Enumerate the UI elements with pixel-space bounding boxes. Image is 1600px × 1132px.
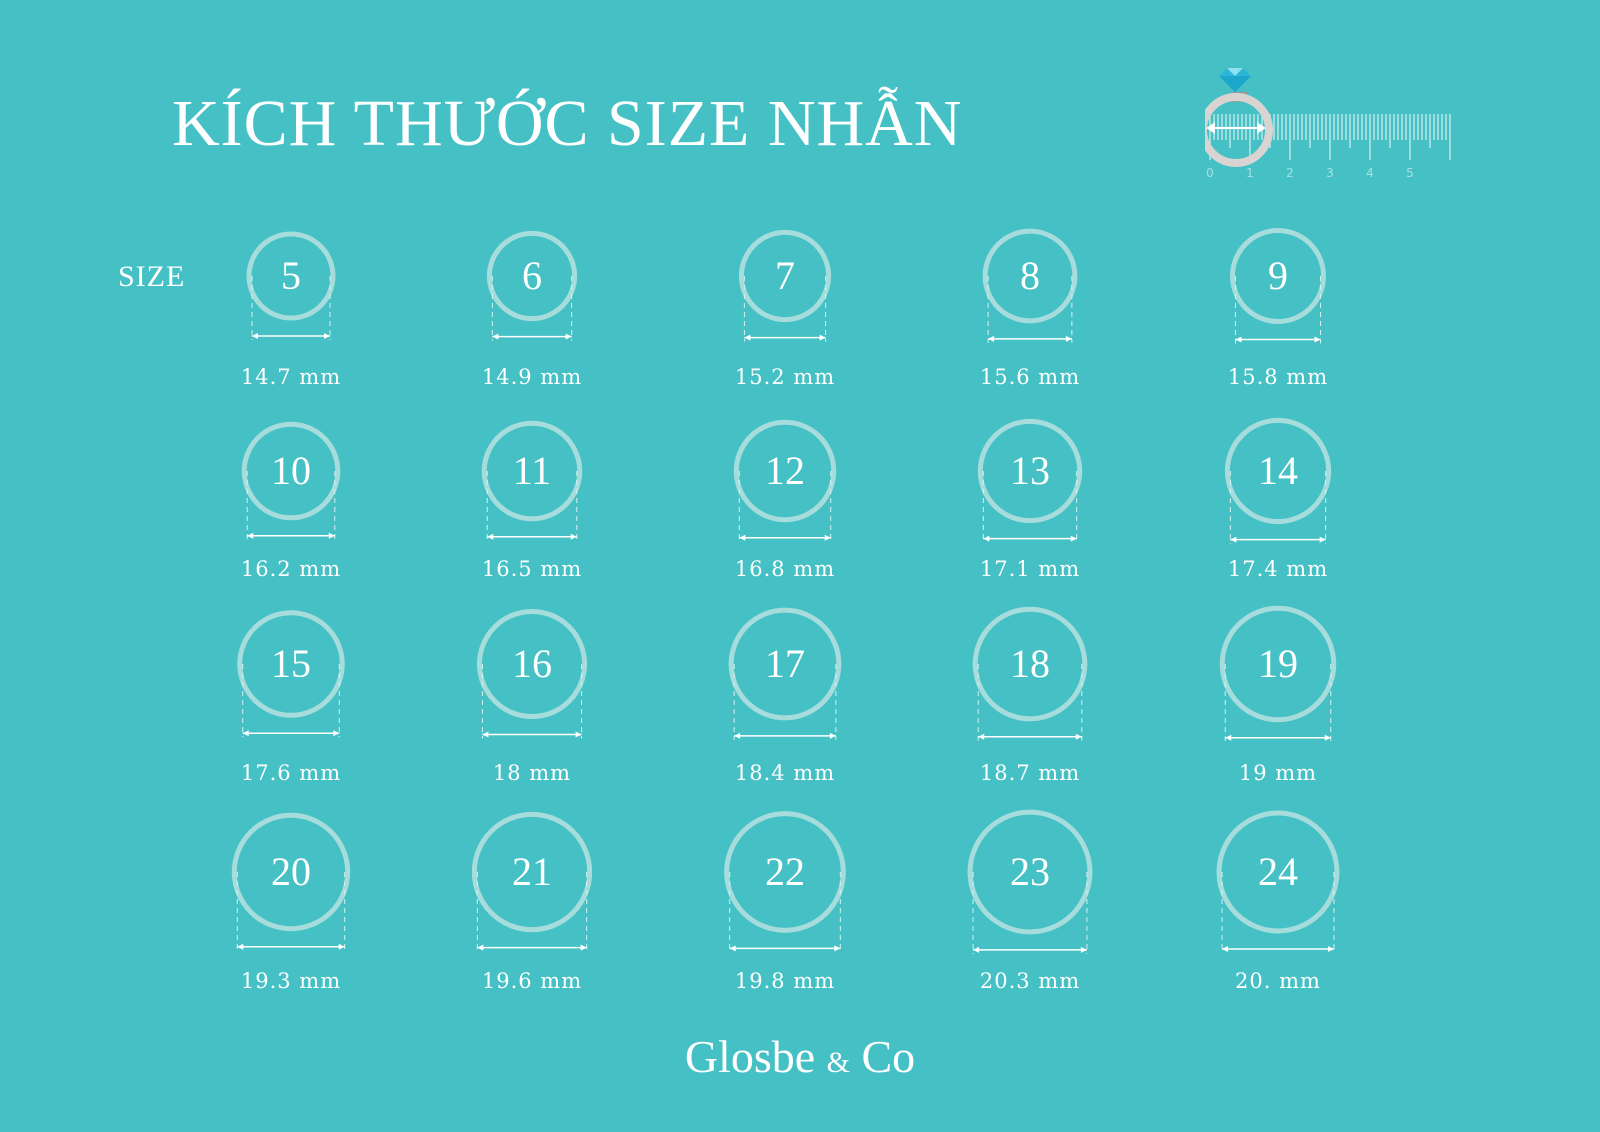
diameter-label: 19.6 mm — [482, 969, 582, 993]
size-number: 22 — [765, 849, 805, 894]
diameter-label: 14.9 mm — [482, 365, 582, 389]
size-number: 21 — [512, 849, 552, 894]
ring-circle — [241, 421, 341, 521]
ring-size-22: 22 19.8 mm — [724, 811, 846, 993]
diameter-label: 18 mm — [493, 761, 571, 785]
size-number: 13 — [1010, 448, 1050, 493]
ring-band-icon — [1205, 93, 1273, 167]
size-number: 8 — [1020, 253, 1040, 298]
diameter-label: 15.2 mm — [735, 365, 835, 389]
ring-circle — [724, 811, 846, 933]
diameter-label: 16.2 mm — [241, 557, 341, 581]
size-number: 19 — [1258, 641, 1298, 686]
ring-size-6: 6 14.9 mm — [482, 230, 582, 389]
size-number: 9 — [1268, 253, 1288, 298]
ring-ruler-icon: 0 1 2 3 4 5 — [1205, 68, 1451, 180]
size-label: SIZE — [118, 260, 186, 293]
diameter-label: 17.1 mm — [980, 557, 1080, 581]
diameter-label: 16.5 mm — [482, 557, 582, 581]
diameter-label: 20.3 mm — [980, 969, 1080, 993]
ring-circle — [967, 809, 1093, 935]
ring-size-15: 15 17.6 mm — [237, 610, 345, 785]
ring-size-13: 13 17.1 mm — [977, 418, 1083, 581]
diameter-label: 19.8 mm — [735, 969, 835, 993]
brand-suffix: Co — [861, 1031, 916, 1082]
ring-circle — [982, 228, 1078, 324]
ruler-label: 3 — [1326, 166, 1334, 180]
ring-size-20: 20 19.3 mm — [231, 812, 351, 993]
ring-size-12: 12 16.8 mm — [733, 419, 837, 581]
ring-size-7: 7 15.2 mm — [735, 229, 835, 389]
width-arrow-icon — [1206, 122, 1266, 134]
ring-size-5: 5 14.7 mm — [241, 231, 341, 389]
page-title: KÍCH THƯỚC SIZE NHẪN — [172, 87, 963, 160]
ring-circle — [481, 420, 583, 522]
ring-circle — [733, 419, 837, 523]
size-number: 15 — [271, 641, 311, 686]
diameter-label: 14.7 mm — [241, 365, 341, 389]
size-number: 20 — [271, 849, 311, 894]
ring-size-14: 14 17.4 mm — [1224, 417, 1332, 581]
ring-size-8: 8 15.6 mm — [980, 228, 1080, 389]
ring-size-10: 10 16.2 mm — [241, 421, 341, 581]
diameter-label: 18.4 mm — [735, 761, 835, 785]
diameter-label: 17.6 mm — [241, 761, 341, 785]
size-number: 7 — [775, 253, 795, 298]
ring-circle — [972, 606, 1088, 722]
size-number: 14 — [1258, 448, 1298, 493]
size-number: 23 — [1010, 849, 1050, 894]
size-number: 6 — [522, 253, 542, 298]
ring-circle — [471, 811, 593, 933]
ring-circle — [1219, 605, 1337, 723]
ring-circle — [1224, 417, 1332, 525]
ring-size-19: 19 19 mm — [1219, 605, 1337, 785]
ring-circle — [1229, 227, 1327, 325]
size-number: 16 — [512, 641, 552, 686]
ring-circle — [237, 610, 345, 718]
brand-name: Glosbe — [684, 1031, 816, 1082]
brand-ampersand: & — [826, 1046, 850, 1079]
ring-circle — [476, 608, 588, 720]
diameter-label: 17.4 mm — [1228, 557, 1328, 581]
ring-circle — [246, 231, 336, 321]
ruler-label: 5 — [1406, 166, 1414, 180]
ring-circle — [231, 812, 351, 932]
ruler-label: 2 — [1286, 166, 1294, 180]
size-number: 5 — [281, 253, 301, 298]
ring-circle — [1216, 810, 1340, 934]
diameter-label: 20. mm — [1235, 969, 1321, 993]
size-number: 17 — [765, 641, 805, 686]
diameter-label: 15.8 mm — [1228, 365, 1328, 389]
brand-logo: Glosbe & Co — [0, 1030, 1600, 1083]
ring-size-18: 18 18.7 mm — [972, 606, 1088, 785]
ring-size-16: 16 18 mm — [476, 608, 588, 785]
size-number: 12 — [765, 448, 805, 493]
ring-size-11: 11 16.5 mm — [481, 420, 583, 581]
size-number: 11 — [513, 448, 552, 493]
ring-size-17: 17 18.4 mm — [728, 607, 842, 785]
diameter-label: 15.6 mm — [980, 365, 1080, 389]
ring-size-24: 24 20. mm — [1216, 810, 1340, 993]
ruler-label: 4 — [1366, 166, 1374, 180]
ring-size-9: 9 15.8 mm — [1228, 227, 1328, 389]
diameter-label: 19 mm — [1239, 761, 1317, 785]
diameter-label: 18.7 mm — [980, 761, 1080, 785]
ring-circle — [738, 229, 832, 323]
ruler-label: 0 — [1206, 166, 1214, 180]
ring-circle — [977, 418, 1083, 524]
size-number: 18 — [1010, 641, 1050, 686]
size-number: 24 — [1258, 849, 1298, 894]
ring-circle — [486, 230, 578, 322]
ring-size-23: 23 20.3 mm — [967, 809, 1093, 993]
ruler-label: 1 — [1246, 166, 1254, 180]
ring-circle — [728, 607, 842, 721]
diameter-label: 16.8 mm — [735, 557, 835, 581]
ring-size-21: 21 19.6 mm — [471, 811, 593, 993]
size-number: 10 — [271, 448, 311, 493]
diameter-label: 19.3 mm — [241, 969, 341, 993]
